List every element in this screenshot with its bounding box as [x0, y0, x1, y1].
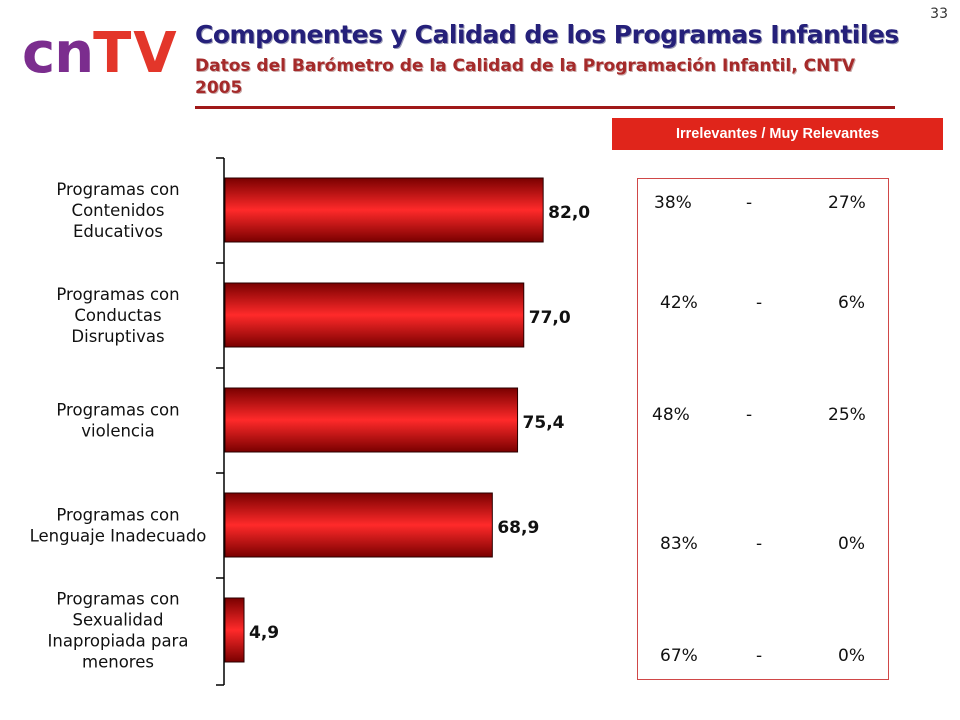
percentage-irrelevantes: 48% — [652, 405, 690, 425]
percentage-separator: - — [746, 193, 753, 213]
bar-value-label: 77,0 — [529, 308, 571, 328]
category-label-line: Conductas — [74, 306, 161, 325]
category-label: Programas con Conductas Disruptivas — [56, 285, 179, 346]
category-label-line: Programas con — [56, 401, 179, 420]
percentage-muy-relevantes: 27% — [828, 193, 866, 213]
percentage-muy-relevantes: 0% — [838, 534, 865, 554]
page-title: Componentes y Calidad de los Programas I… — [195, 20, 899, 49]
category-label-line: Programas con — [56, 285, 179, 304]
percentage-irrelevantes: 67% — [660, 646, 698, 666]
category-label-line: Programas con — [56, 590, 179, 609]
category-label-line: Educativos — [73, 222, 163, 241]
bar — [224, 282, 525, 348]
percentage-muy-relevantes: 25% — [828, 405, 866, 425]
bar-value-label: 82,0 — [548, 203, 590, 223]
bar — [224, 387, 519, 453]
percentage-irrelevantes: 83% — [660, 534, 698, 554]
percentage-separator: - — [756, 293, 763, 313]
logo-tv: TV — [93, 21, 179, 86]
bar — [224, 177, 544, 243]
category-label: Programas con Sexualidad Inapropiada para m… — [48, 590, 189, 672]
percentage-row: 48% - 25% — [638, 405, 890, 429]
bar — [224, 492, 493, 558]
category-label-line: menores — [82, 653, 154, 672]
percentage-separator: - — [746, 405, 753, 425]
percentage-row: 67% - 0% — [638, 646, 890, 670]
bar-value-label: 68,9 — [497, 518, 539, 538]
percentage-separator: - — [756, 646, 763, 666]
percentage-muy-relevantes: 6% — [838, 293, 865, 313]
bar-value-label: 4,9 — [249, 623, 279, 643]
category-label-line: violencia — [81, 422, 154, 441]
percentage-row: 83% - 0% — [638, 534, 890, 558]
percentage-row: 38% - 27% — [638, 193, 890, 217]
category-label-line: Sexualidad — [73, 611, 164, 630]
bar — [224, 597, 245, 663]
percentages-panel: 38% - 27% 42% - 6% 48% - 25% 83% - 0% 67% - 0% — [637, 178, 889, 680]
category-label-line: Inapropiada para — [48, 632, 189, 651]
percentage-irrelevantes: 42% — [660, 293, 698, 313]
category-label-line: Programas con — [56, 506, 179, 525]
percentage-muy-relevantes: 0% — [838, 646, 865, 666]
category-label: Programas con Lenguaje Inadecuado — [30, 506, 207, 546]
percentage-row: 42% - 6% — [638, 293, 890, 317]
cntv-logo: cnTV — [22, 26, 179, 86]
percentages-header: Irrelevantes / Muy Relevantes — [612, 118, 943, 150]
category-label-line: Contenidos — [72, 201, 165, 220]
category-label: Programas con Contenidos Educativos — [56, 180, 179, 241]
percentage-separator: - — [756, 534, 763, 554]
category-label: Programas con violencia — [56, 401, 179, 441]
title-divider — [195, 106, 895, 109]
logo-cn: cn — [22, 21, 94, 86]
page-number: 33 — [930, 6, 948, 22]
category-label-line: Programas con — [56, 180, 179, 199]
bar-value-label: 75,4 — [523, 413, 565, 433]
category-label-line: Lenguaje Inadecuado — [30, 527, 207, 546]
page-subtitle: Datos del Barómetro de la Calidad de la … — [195, 56, 856, 98]
bar-chart: 82,0 Programas con Contenidos Educativos 77,… — [30, 157, 590, 686]
percentage-irrelevantes: 38% — [654, 193, 692, 213]
category-label-line: Disruptivas — [71, 327, 164, 346]
